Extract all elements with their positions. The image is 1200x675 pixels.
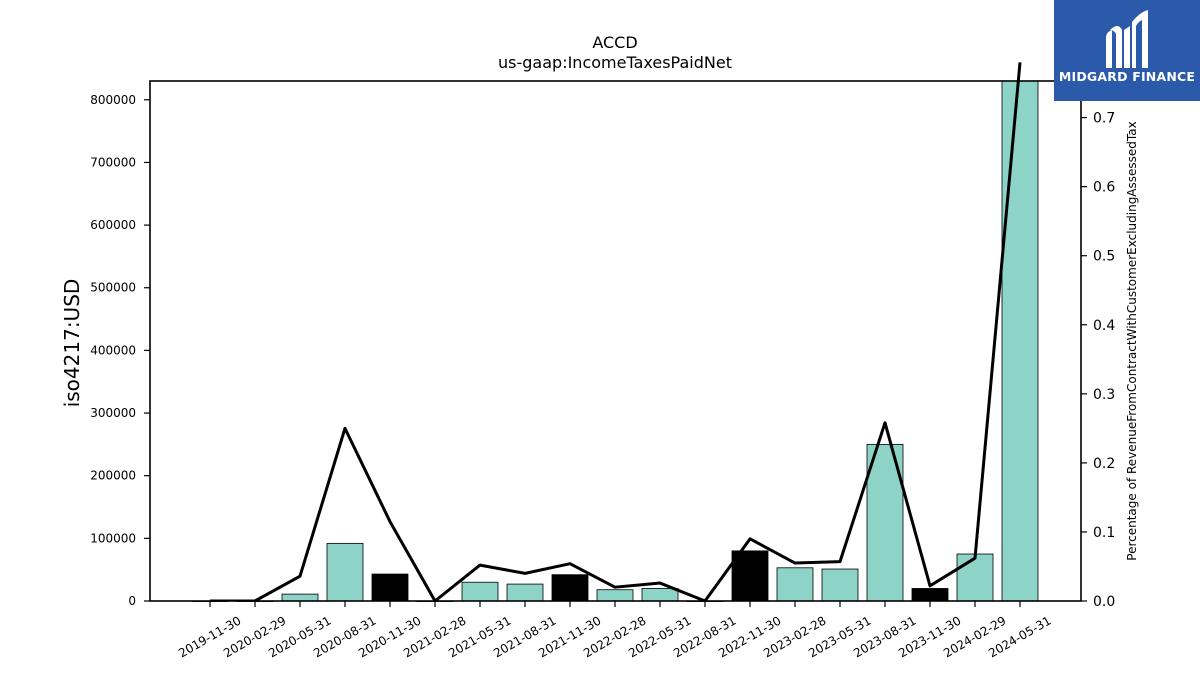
chart-subtitle: us-gaap:IncomeTaxesPaidNet [498,53,732,72]
x-axis-ticks: 2019-11-302020-02-292020-05-312020-08-31… [176,601,1054,660]
y-axis-ticks: 0 100000 200000 300000 400000 500000 600000 700… [90,93,150,608]
bar [551,574,589,602]
y-tick-label: 600000 [90,218,136,232]
y2-tick-label: 0.4 [1093,318,1115,334]
y-tick-label: 400000 [90,343,136,357]
bar [956,553,994,602]
y2-tick-label: 0.6 [1093,180,1115,196]
y-tick-label: 500000 [90,281,136,295]
y2-tick-label: 0.5 [1093,249,1115,265]
chart-title: ACCD [592,33,637,52]
bar [461,581,499,602]
bar [326,542,364,602]
logo-mark-icon [1106,10,1148,68]
bar [506,583,544,602]
bars [191,80,1039,602]
y-tick-label: 800000 [90,93,136,107]
line-series [210,62,1022,601]
bar [371,573,409,602]
y-tick-label: 200000 [90,469,136,483]
y2-tick-label: 0.0 [1093,594,1115,610]
y2-tick-label: 0.2 [1093,456,1115,472]
plot-frame [149,80,1082,602]
bar [821,568,859,602]
y-tick-label: 700000 [90,155,136,169]
y2-tick-label: 0.3 [1093,387,1115,403]
y2-axis-label: Percentage of RevenueFromContractWithCus… [1125,121,1139,560]
bar [596,589,634,602]
y2-tick-label: 0.7 [1093,111,1115,127]
logo-text: MIDGARD FINANCE [1058,69,1196,84]
y-tick-label: 100000 [90,531,136,545]
bar [641,588,679,602]
bar [911,588,949,602]
y2-axis-ticks: 0.0 0.1 0.2 0.3 0.4 0.5 0.6 0.7 [1081,111,1115,610]
logo: MIDGARD FINANCE [1054,0,1200,101]
series-line [210,62,1022,601]
y-axis-label: iso4217:USD [60,279,84,408]
bar [1001,80,1039,602]
bar [776,567,814,602]
y-tick-label: 300000 [90,406,136,420]
bar [281,593,319,602]
y-tick-label: 0 [128,594,136,608]
y2-tick-label: 0.1 [1093,525,1115,541]
bar [731,550,769,602]
